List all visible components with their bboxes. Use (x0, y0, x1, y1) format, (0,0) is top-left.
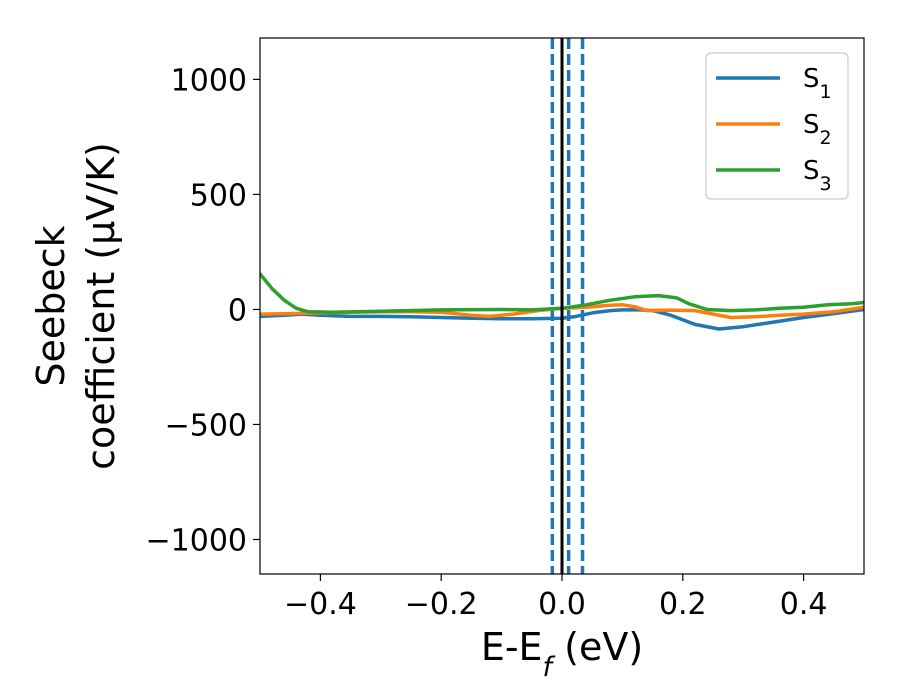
x-tick-label: −0.2 (405, 587, 478, 622)
y-axis-label: Seebeck coefficient (μV/K) (29, 142, 123, 470)
legend: S1 S2 S3 (705, 52, 849, 200)
y-tick-label: 1000 (171, 63, 247, 98)
x-tick-label: −0.4 (284, 587, 357, 622)
series-line-S1 (260, 307, 864, 331)
x-tick-label: 0.2 (659, 587, 707, 622)
y-axis-label-line1: Seebeck (29, 225, 73, 386)
series-line-S3 (260, 272, 864, 314)
legend-label-S3: S3 (803, 156, 832, 195)
y-tick-label: 0 (228, 293, 247, 328)
legend-label-S2: S2 (803, 110, 832, 149)
x-axis-ticks: −0.4 −0.2 0.0 0.2 0.4 (284, 574, 827, 622)
y-axis-label-line2: coefficient (μV/K) (79, 142, 123, 470)
y-tick-label: −500 (165, 408, 247, 443)
y-axis-ticks: −1000 −500 0 500 1000 (146, 63, 260, 558)
legend-label-S1: S1 (803, 64, 832, 103)
y-tick-label: 500 (190, 178, 247, 213)
series-group (260, 38, 864, 574)
x-tick-label: 0.4 (780, 587, 828, 622)
legend-box (705, 52, 849, 200)
y-tick-label: −1000 (146, 523, 247, 558)
x-axis-label: E-Ef (eV) (481, 625, 643, 683)
x-tick-label: 0.0 (538, 587, 586, 622)
